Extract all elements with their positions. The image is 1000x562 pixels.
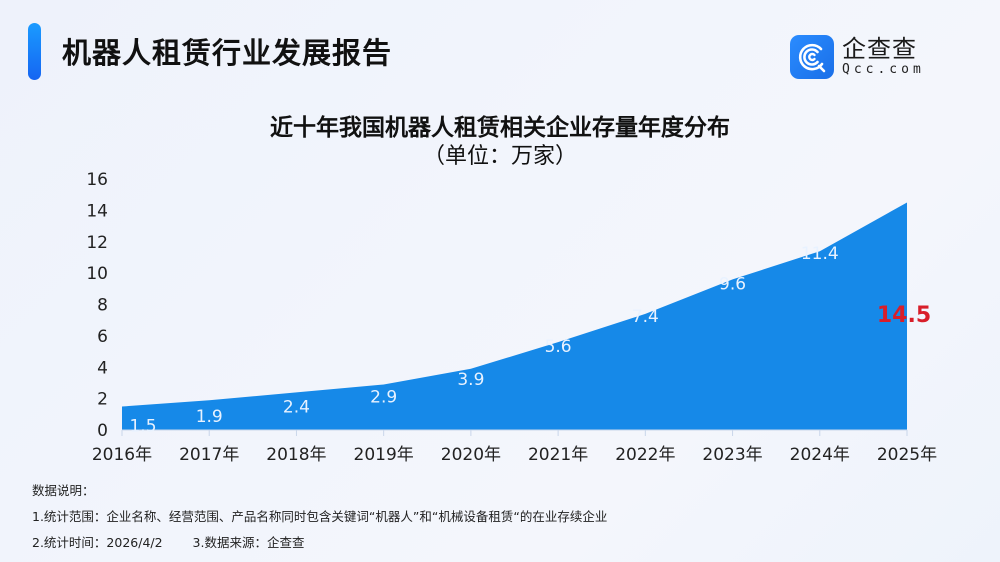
- x-tick-label: 2025年: [877, 445, 937, 465]
- title-accent-bar: [28, 23, 41, 80]
- notes-scope: 1.统计范围：企业名称、经营范围、产品名称同时包含关键词“机器人”和“机械设备租…: [32, 509, 608, 524]
- y-tick-label: 12: [86, 233, 108, 253]
- y-tick-label: 2: [97, 390, 108, 410]
- qcc-logo: 企查查 Qcc.com: [790, 35, 925, 79]
- notes-heading: 数据说明：: [32, 483, 95, 498]
- y-tick-label: 14: [86, 201, 108, 221]
- x-tick-label: 2016年: [92, 445, 152, 465]
- value-label: 7.4: [632, 307, 659, 327]
- chart-subtitle: （单位：万家）: [422, 144, 577, 169]
- y-tick-label: 0: [97, 421, 108, 441]
- value-label: 3.9: [457, 370, 484, 390]
- y-tick-label: 10: [86, 264, 108, 284]
- value-label-highlight: 14.5: [877, 303, 931, 328]
- x-tick-label: 2022年: [615, 445, 675, 465]
- chart-title: 近十年我国机器人租赁相关企业存量年度分布: [270, 115, 730, 141]
- logo-name-en: Qcc.com: [842, 62, 925, 77]
- notes-time-source: 2.统计时间：2026/4/2 3.数据来源：企查查: [32, 530, 607, 556]
- x-axis: 2016年 2017年 2018年 2019年 2020年 2021年 2022年 2023年…: [92, 430, 937, 465]
- y-tick-label: 8: [97, 296, 108, 316]
- x-tick-label: 2017年: [179, 445, 239, 465]
- value-label: 11.4: [801, 244, 839, 264]
- x-tick-label: 2023年: [702, 445, 762, 465]
- y-tick-label: 16: [86, 170, 108, 190]
- notes-source: 3.数据来源：企查查: [192, 535, 305, 550]
- report-title: 机器人租赁行业发展报告: [62, 36, 393, 70]
- logo-name-cn: 企查查: [842, 35, 917, 63]
- x-tick-label: 2020年: [441, 445, 501, 465]
- value-label: 2.9: [370, 388, 397, 408]
- value-label: 1.9: [196, 407, 223, 427]
- data-notes: 数据说明： 1.统计范围：企业名称、经营范围、产品名称同时包含关键词“机器人”和…: [32, 478, 607, 556]
- value-label: 1.5: [129, 416, 156, 436]
- x-tick-label: 2024年: [790, 445, 850, 465]
- value-label: 2.4: [283, 397, 310, 417]
- qcc-logo-icon: [790, 35, 834, 79]
- value-label: 5.6: [545, 337, 572, 357]
- x-tick-label: 2021年: [528, 445, 588, 465]
- x-tick-label: 2019年: [354, 445, 414, 465]
- y-axis: 0 2 4 6 8 10 12 14 16: [86, 170, 108, 441]
- area-series: [122, 202, 907, 430]
- x-tick-label: 2018年: [266, 445, 326, 465]
- value-labels: 1.5 1.9 2.4 2.9 3.9 5.6 7.4 9.6 11.4 14.5: [129, 244, 931, 436]
- y-tick-label: 4: [97, 358, 108, 378]
- y-tick-label: 6: [97, 327, 108, 347]
- notes-time: 2.统计时间：2026/4/2: [32, 535, 163, 550]
- value-label: 9.6: [719, 274, 746, 294]
